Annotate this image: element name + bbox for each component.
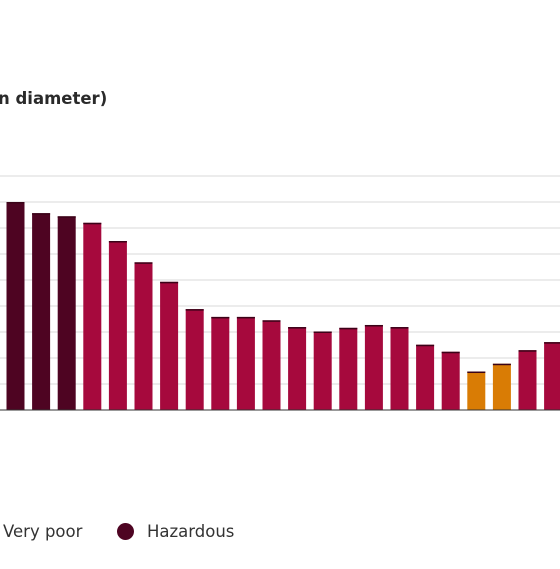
bar-top-cap bbox=[492, 363, 511, 366]
bar-top-cap bbox=[518, 350, 537, 352]
bar-top-cap bbox=[313, 331, 332, 333]
bar-top-cap bbox=[83, 222, 102, 225]
bar-very_poor[interactable] bbox=[108, 241, 127, 410]
bar-top-cap bbox=[32, 213, 51, 215]
bar-top-cap bbox=[134, 262, 153, 264]
bar-top-cap bbox=[236, 316, 255, 319]
bar-top-cap bbox=[262, 320, 281, 322]
bar-very_poor[interactable] bbox=[313, 331, 332, 410]
bar-top-cap bbox=[57, 216, 76, 218]
bar-top-cap bbox=[108, 241, 127, 243]
legend-item-hazardous[interactable]: Hazardous bbox=[117, 519, 234, 543]
bar-very_poor[interactable] bbox=[441, 351, 460, 410]
bar-very_poor[interactable] bbox=[262, 320, 281, 410]
bar-top-cap bbox=[211, 316, 230, 319]
bar-poor[interactable] bbox=[492, 363, 511, 410]
bar-hazardous[interactable] bbox=[6, 202, 25, 410]
bar-very_poor[interactable] bbox=[236, 316, 255, 410]
bar-very_poor[interactable] bbox=[160, 281, 179, 410]
legend-dot-hazardous-icon bbox=[117, 522, 134, 540]
bar-top-cap bbox=[544, 342, 560, 344]
bar-top-cap bbox=[416, 344, 435, 347]
bar-top-cap bbox=[467, 371, 486, 374]
bar-hazardous[interactable] bbox=[57, 216, 76, 410]
bar-very_poor[interactable] bbox=[339, 327, 358, 410]
bar-top-cap bbox=[441, 351, 460, 354]
bar-top-cap bbox=[288, 327, 307, 329]
bar-top-cap bbox=[6, 202, 25, 204]
bar-very_poor[interactable] bbox=[288, 327, 307, 410]
bar-top-cap bbox=[390, 327, 409, 329]
bar-top-cap bbox=[160, 281, 179, 284]
legend-label-hazardous: Hazardous bbox=[147, 521, 235, 541]
bars bbox=[6, 202, 560, 410]
legend-label-very-poor: Very poor bbox=[3, 521, 83, 541]
bar-very_poor[interactable] bbox=[185, 309, 204, 410]
legend-item-very-poor[interactable]: Very poor bbox=[3, 519, 82, 543]
bar-very_poor[interactable] bbox=[544, 342, 560, 410]
bar-very_poor[interactable] bbox=[518, 350, 537, 410]
bar-top-cap bbox=[364, 324, 383, 327]
bar-very_poor[interactable] bbox=[134, 262, 153, 410]
bar-top-cap bbox=[339, 327, 358, 330]
bar-very_poor[interactable] bbox=[83, 222, 102, 410]
bar-very_poor[interactable] bbox=[211, 316, 230, 410]
bar-very_poor[interactable] bbox=[390, 327, 409, 410]
bar-very_poor[interactable] bbox=[416, 344, 435, 410]
bar-hazardous[interactable] bbox=[32, 213, 51, 410]
bar-very_poor[interactable] bbox=[364, 324, 383, 410]
chart-title: n diameter) bbox=[0, 89, 108, 108]
bar-top-cap bbox=[185, 309, 204, 311]
bar-poor[interactable] bbox=[467, 371, 486, 410]
